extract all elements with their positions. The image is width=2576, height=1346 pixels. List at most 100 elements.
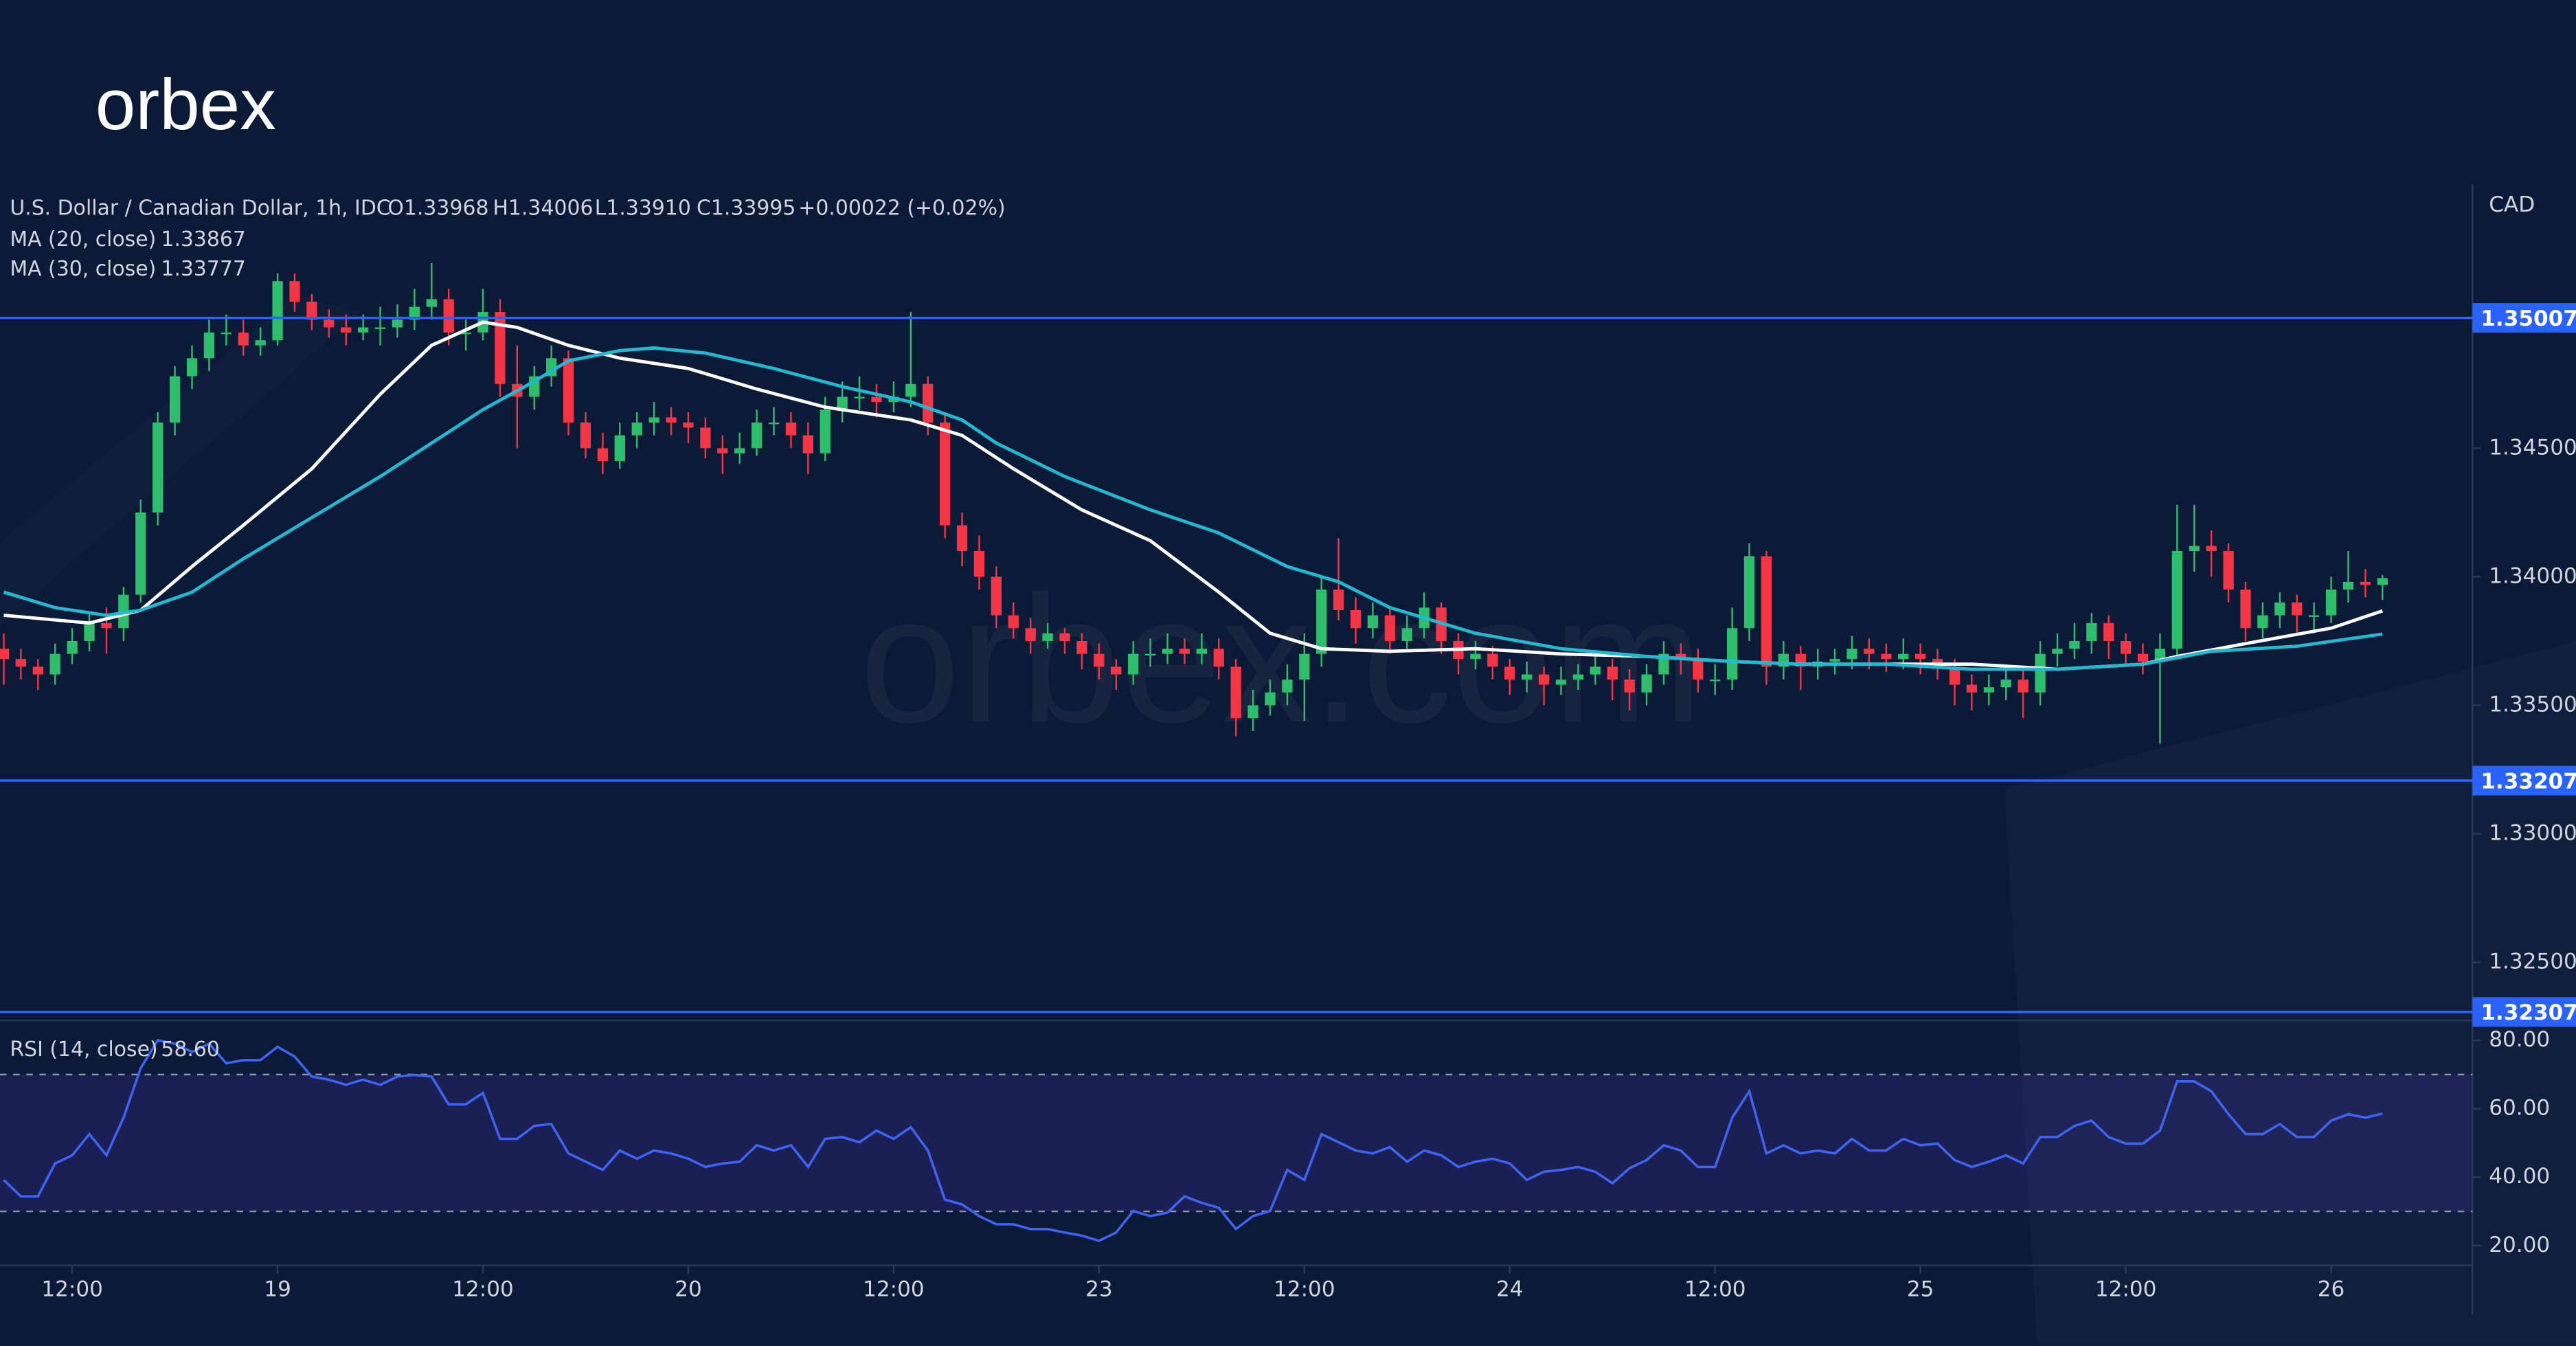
x-tick-label: 19 [264,1277,291,1302]
candle-body [1487,653,1498,667]
level-label: 1.32307 [2481,1000,2576,1025]
ohlc-close: C1.33995 [697,196,795,220]
candle-body [0,649,10,660]
candle-body [854,396,865,399]
candle-body [2137,653,2149,662]
rsi-legend-value: 58.60 [161,1037,220,1062]
candle-body [186,358,198,377]
candle-body [409,306,420,320]
candle-body [1162,649,1173,654]
x-tick-label: 24 [1496,1277,1524,1302]
y-tick-label: 80.00 [2489,1027,2550,1052]
candle-body [203,332,215,359]
candle-body [1333,590,1344,611]
candle-body [1555,680,1567,685]
ohlc-low: L1.33910 [595,196,691,220]
candle-body [84,622,95,641]
candle-body [1743,556,1755,629]
candle-body [700,427,711,449]
candle-body [2069,640,2080,649]
candle-body [820,410,831,453]
candle-body [32,666,43,675]
candle-body [2308,615,2320,617]
candle-body [289,281,300,302]
candle-body [2360,581,2371,585]
candle-body [101,622,112,629]
y-tick-label: 40.00 [2489,1164,2550,1189]
level-label-box [2472,765,2576,796]
candle-body [802,435,814,453]
candle-body [1282,680,1293,693]
candle-body [255,340,266,346]
candle-body [1213,649,1224,667]
candle-body [683,422,694,428]
candle-body [2000,680,2011,688]
rsi-line [3,1039,2383,1242]
candle-body [1299,653,1310,680]
ohlc-high: H1.34006 [493,196,593,220]
x-tick-label: 12:00 [452,1277,514,1302]
candle-body [67,640,78,654]
candle-body [2120,640,2132,654]
y-tick-label: 1.33000 [2489,821,2576,846]
candle-body [2018,680,2029,693]
legend-ma20-value: 1.33867 [161,227,246,251]
candle-body [1076,640,1087,654]
candle-body [392,319,403,328]
candle-body [135,512,146,595]
candle-body [1641,674,1652,693]
candle-body [1025,628,1036,641]
candle-body [1607,666,1618,680]
x-tick-label: 12:00 [1684,1277,1746,1302]
candle-body [973,550,985,577]
legend-ma30-value: 1.33777 [161,257,246,281]
candle-body [923,383,934,423]
candle-body [1230,666,1241,719]
candle-body [1196,649,1207,654]
candle-body [2325,590,2337,616]
ohlc-open: O1.33968 [387,196,488,220]
candle-body [1367,615,1379,629]
candle-body [2052,649,2063,654]
x-tick-label: 23 [1085,1277,1113,1302]
candle-body [2223,550,2234,590]
candle-body [1094,653,1105,667]
candle-body [1881,653,1892,660]
candle-body [2206,546,2217,551]
candle-body [1059,633,1070,641]
ohlc-change: +0.00022 (+0.02%) [798,196,1005,220]
level-label-box [2472,303,2576,333]
x-tick-label: 12:00 [41,1277,103,1302]
candle-body [2035,653,2046,693]
y-tick-label: 1.33500 [2489,692,2576,717]
candle-body [666,417,677,423]
candle-body [2189,546,2200,551]
candle-body [15,659,27,667]
candle-body [1316,590,1327,654]
candle-body [1846,649,1857,660]
candle-body [1350,610,1362,629]
candle-body [306,302,317,320]
candle-body [785,422,797,436]
candle-body [597,448,609,462]
x-tick-label: 12:00 [2095,1277,2157,1302]
candle-body [238,332,249,346]
candle-body [169,376,181,423]
candle-body [648,417,659,423]
candle-body [837,396,848,410]
candle-body [1726,628,1738,680]
candle-body [1761,556,1772,667]
level-label-box [2472,997,2576,1027]
candle-body [152,422,163,513]
candle-body [1470,653,1481,660]
y-tick-label: 60.00 [2489,1096,2550,1121]
candle-body [374,327,386,329]
candle-body [2171,550,2182,649]
x-tick-label: 26 [2318,1277,2345,1302]
x-tick-label: 25 [1907,1277,1934,1302]
ma-line [3,320,2384,671]
candle-body [2377,578,2388,585]
y-tick-label: 20.00 [2489,1233,2550,1257]
